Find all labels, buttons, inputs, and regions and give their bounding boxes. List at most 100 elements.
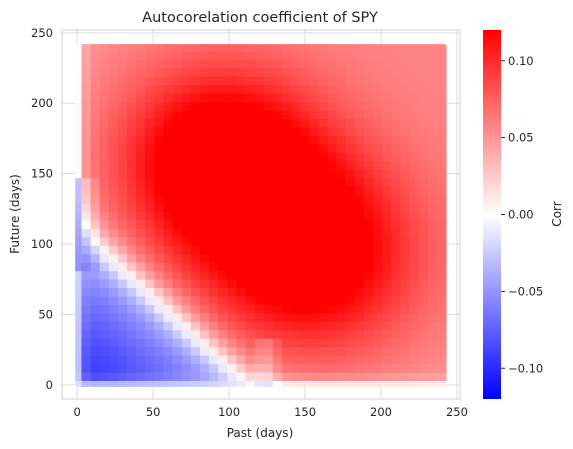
- heatmap-cell: [354, 152, 365, 162]
- heatmap-cell: [291, 109, 301, 120]
- heatmap-cell: [281, 363, 292, 373]
- heatmap-cell: [127, 321, 137, 331]
- heatmap-cell: [245, 50, 256, 60]
- heatmap-cell: [199, 194, 210, 204]
- heatmap-cell: [209, 236, 219, 246]
- heatmap-cell: [327, 101, 338, 111]
- heatmap-cell: [181, 338, 192, 348]
- heatmap-cell: [363, 295, 374, 305]
- heatmap-cell: [427, 50, 438, 60]
- heatmap-cell: [272, 126, 283, 136]
- heatmap-cell: [309, 287, 320, 297]
- heatmap-cell: [291, 278, 301, 289]
- heatmap-cell: [227, 169, 237, 179]
- colorbar: −0.10−0.050.000.050.10 Corr: [483, 30, 564, 399]
- heatmap-cell: [263, 84, 274, 94]
- heatmap-cell: [181, 304, 192, 314]
- heatmap-cell: [154, 76, 165, 86]
- heatmap-cell: [436, 59, 447, 69]
- heatmap-cell: [90, 101, 101, 111]
- heatmap-cell: [427, 304, 438, 314]
- heatmap-cell: [75, 219, 83, 229]
- heatmap-cell: [145, 245, 155, 255]
- heatmap-cell: [309, 262, 320, 272]
- heatmap-cell: [373, 177, 383, 187]
- heatmap-cell: [309, 270, 320, 280]
- heatmap-cell: [172, 186, 183, 196]
- heatmap-cell: [209, 380, 219, 387]
- heatmap-cell: [117, 59, 128, 69]
- heatmap-cell: [163, 126, 174, 136]
- heatmap-cell: [145, 355, 155, 365]
- heatmap-cell: [427, 278, 438, 289]
- heatmap-cell: [418, 270, 429, 280]
- heatmap-cell: [163, 59, 174, 69]
- heatmap-cell: [373, 236, 383, 246]
- heatmap-cell: [373, 219, 383, 229]
- heatmap-cell: [354, 126, 365, 136]
- heatmap-cell: [154, 152, 165, 162]
- heatmap-cell: [382, 371, 392, 381]
- heatmap-cell: [81, 44, 92, 52]
- heatmap-cell: [145, 363, 155, 373]
- heatmap-cell: [108, 186, 119, 196]
- heatmap-cell: [99, 371, 110, 381]
- heatmap-cell: [363, 135, 374, 145]
- heatmap-cell: [291, 50, 301, 60]
- heatmap-cell: [245, 363, 256, 373]
- heatmap-cell: [391, 262, 402, 272]
- heatmap-cell: [117, 346, 128, 356]
- heatmap-cell: [227, 338, 237, 348]
- heatmap-cell: [373, 211, 383, 221]
- heatmap-cell: [363, 44, 374, 52]
- heatmap-cell: [154, 101, 165, 111]
- heatmap-cell: [199, 76, 210, 86]
- heatmap-cell: [345, 93, 356, 103]
- heatmap-cell: [99, 338, 110, 348]
- heatmap-cell: [190, 160, 201, 170]
- heatmap-cell: [382, 186, 392, 196]
- heatmap-cell: [418, 202, 429, 212]
- heatmap-cell: [354, 169, 365, 179]
- heatmap-cell: [254, 287, 265, 297]
- heatmap-cell: [154, 321, 165, 331]
- heatmap-cell: [300, 177, 310, 187]
- heatmap-cell: [373, 295, 383, 305]
- heatmap-cell: [227, 329, 237, 339]
- heatmap-cell: [281, 355, 292, 365]
- heatmap-cell: [117, 262, 128, 272]
- heatmap-cell: [181, 101, 192, 111]
- heatmap-cell: [327, 118, 338, 128]
- heatmap-cell: [136, 169, 146, 179]
- heatmap-cell: [99, 135, 110, 145]
- x-axis-ticks: 0 50 100 150 200 250: [74, 405, 468, 419]
- heatmap-cell: [81, 321, 92, 331]
- heatmap-cell: [236, 304, 247, 314]
- heatmap-cell: [291, 160, 301, 170]
- heatmap-cell: [199, 118, 210, 128]
- heatmap-cell: [75, 93, 83, 103]
- heatmap-cell: [373, 44, 383, 52]
- heatmap-cell: [154, 44, 165, 52]
- heatmap-cell: [291, 59, 301, 69]
- heatmap-cell: [199, 126, 210, 136]
- heatmap-cell: [263, 287, 274, 297]
- heatmap-cell: [127, 202, 137, 212]
- heatmap-cell: [99, 211, 110, 221]
- heatmap-cell: [172, 346, 183, 356]
- heatmap-cell: [354, 109, 365, 120]
- heatmap-cell: [218, 329, 228, 339]
- heatmap-cell: [154, 338, 165, 348]
- heatmap-cell: [400, 67, 411, 77]
- heatmap-cell: [363, 93, 374, 103]
- heatmap-cell: [190, 371, 201, 381]
- heatmap-cell: [90, 253, 101, 263]
- heatmap-cell: [373, 202, 383, 212]
- heatmap-cell: [263, 160, 274, 170]
- heatmap-cell: [400, 194, 411, 204]
- heatmap-cell: [291, 202, 301, 212]
- heatmap-cell: [209, 295, 219, 305]
- heatmap-cell: [75, 380, 83, 387]
- heatmap-cell: [409, 84, 420, 94]
